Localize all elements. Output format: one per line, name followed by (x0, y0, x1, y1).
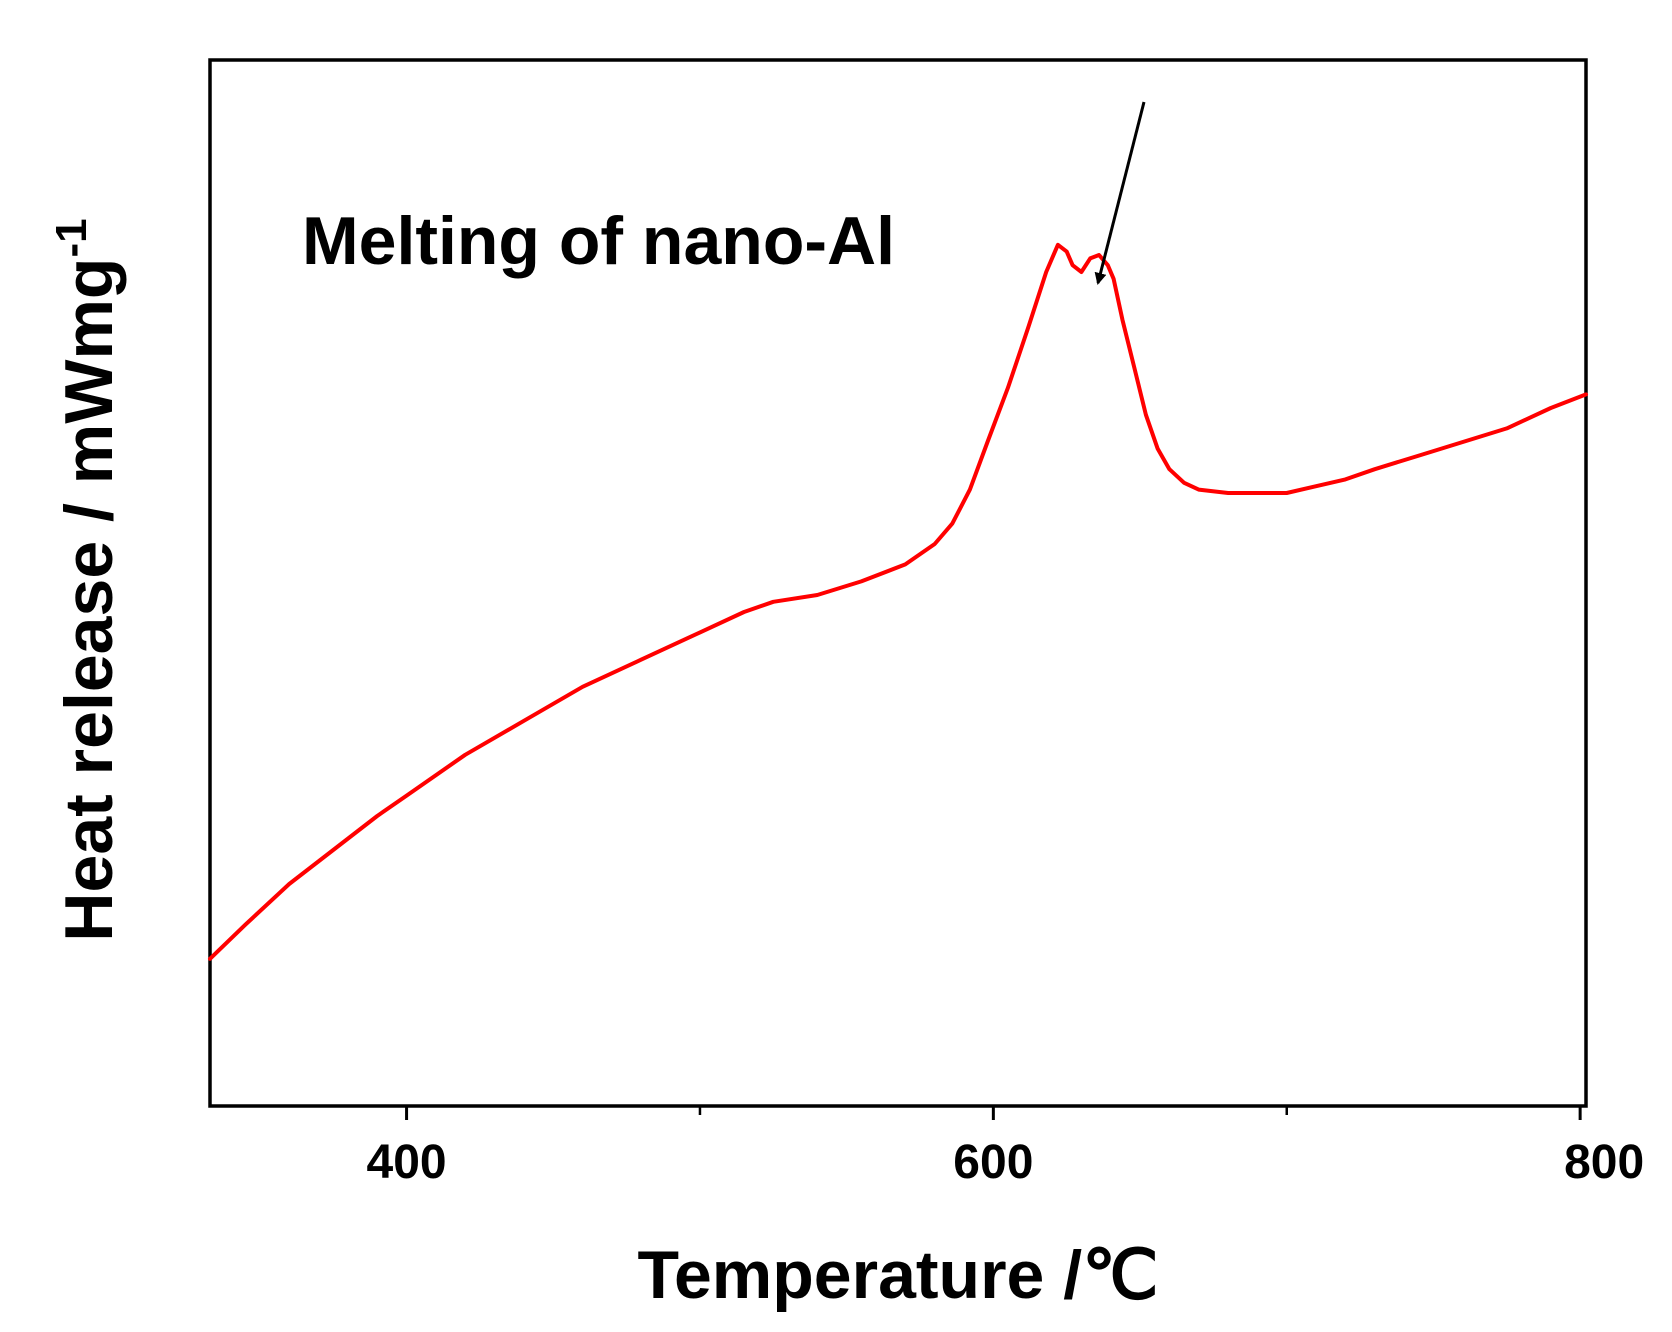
x-tick-label: 400 (367, 1136, 447, 1189)
series-line-dsc (208, 242, 1588, 961)
plot-frame (208, 58, 1588, 1108)
x-tick-labels: 400 600 800 (367, 1136, 1645, 1189)
x-axis-title: Temperature /℃ (637, 1237, 1158, 1313)
annotation-arrow (1094, 101, 1146, 285)
annotation-text: Melting of nano-Al (302, 203, 895, 279)
x-tick-label: 800 (1564, 1136, 1644, 1189)
x-ticks (405, 1106, 1582, 1120)
y-axis-title: Heat release / mWmg-1 (47, 218, 127, 941)
svg-text:Heat release / mWmg-1: Heat release / mWmg-1 (47, 218, 127, 941)
y-axis-title-superscript: -1 (47, 218, 96, 257)
y-axis-title-main: Heat release / mWmg (51, 258, 127, 942)
x-tick-label: 600 (953, 1136, 1033, 1189)
